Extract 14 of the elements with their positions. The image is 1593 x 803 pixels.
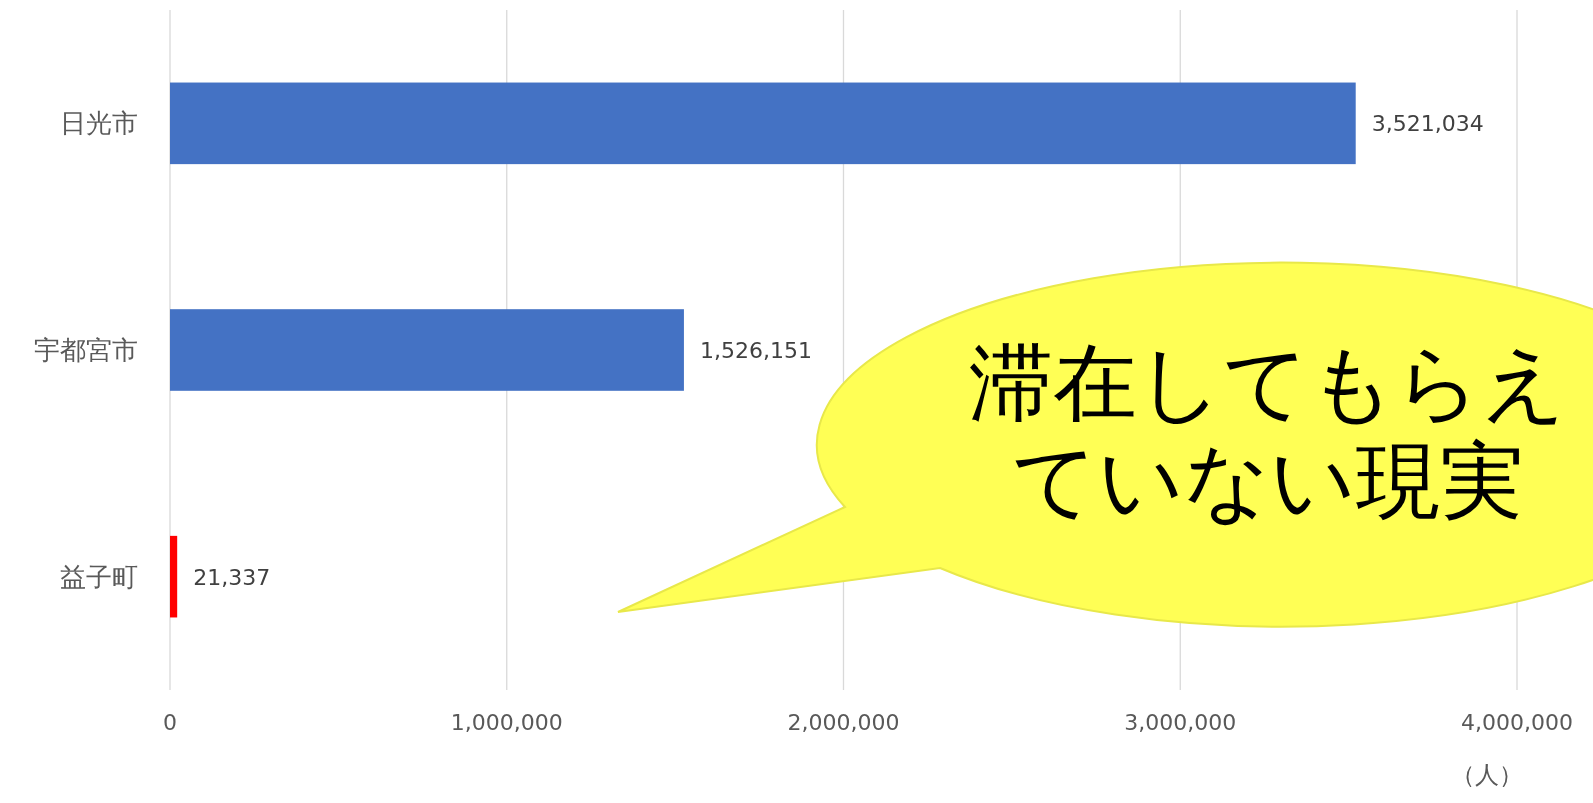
annotation: 滞在してもらえ bbox=[969, 334, 1567, 432]
y-tick-label: 日光市 bbox=[60, 108, 138, 139]
y-tick-label: 益子町 bbox=[60, 561, 138, 592]
data-label: 21,337 bbox=[193, 564, 271, 590]
x-tick-label: 0 bbox=[163, 710, 177, 735]
data-label: 3,521,034 bbox=[1371, 111, 1484, 137]
data-label: 1,526,151 bbox=[699, 338, 812, 363]
y-tick-label: 宇都宮市 bbox=[34, 335, 138, 365]
x-axis-title: （人） bbox=[1451, 761, 1523, 789]
annotation: ていない現実 bbox=[1012, 432, 1524, 530]
x-tick-label: 4,000,000 bbox=[1461, 710, 1573, 735]
x-tick-label: 3,000,000 bbox=[1124, 710, 1237, 735]
x-tick-label: 2,000,000 bbox=[787, 710, 900, 735]
x-tick-label: 1,000,000 bbox=[450, 710, 563, 735]
